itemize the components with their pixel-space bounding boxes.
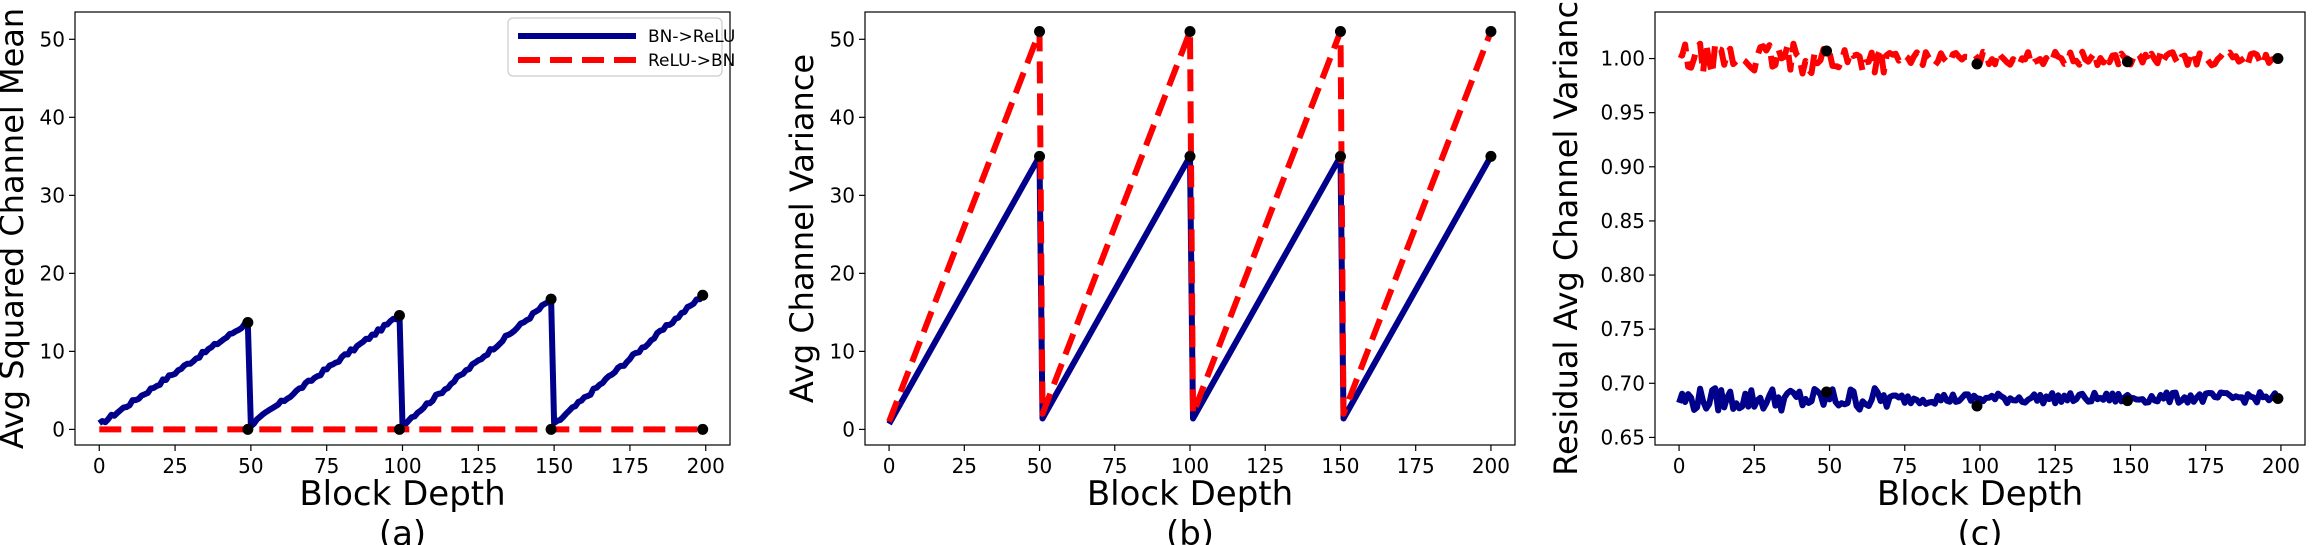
chart-panel: 0 25 50 75 100 125 150 175 200 0 10 20 30 40 50 Block D… bbox=[0, 8, 735, 545]
series-line bbox=[886, 28, 1494, 423]
y-tick-label: 0.95 bbox=[1600, 101, 1645, 125]
data-point bbox=[1184, 150, 1196, 162]
y-tick-label: 50 bbox=[830, 27, 855, 51]
x-tick-label: 75 bbox=[314, 454, 339, 478]
y-tick-label: 0.90 bbox=[1600, 155, 1645, 179]
data-point bbox=[545, 293, 557, 305]
y-tick-label: 40 bbox=[830, 105, 855, 129]
data-point bbox=[1485, 26, 1497, 38]
x-axis-label: Block Depth bbox=[1877, 474, 2083, 514]
y-tick-label: 1.00 bbox=[1600, 47, 1645, 71]
x-tick-label: 50 bbox=[1027, 454, 1052, 478]
data-point bbox=[1821, 45, 1833, 57]
y-tick-label: 30 bbox=[830, 183, 855, 207]
x-tick-label: 0 bbox=[93, 454, 106, 478]
data-point bbox=[1485, 150, 1497, 162]
panel-label: (a) bbox=[379, 514, 426, 545]
y-tick-label: 20 bbox=[40, 261, 65, 285]
legend-label: ReLU->BN bbox=[648, 51, 735, 71]
panel-label: (b) bbox=[1166, 514, 1214, 545]
y-tick-label: 0.75 bbox=[1600, 317, 1645, 341]
x-tick-label: 75 bbox=[1892, 454, 1917, 478]
x-axis-label: Block Depth bbox=[299, 474, 505, 514]
data-point bbox=[545, 423, 557, 435]
series-line bbox=[1676, 385, 2281, 414]
x-tick-label: 75 bbox=[1102, 454, 1127, 478]
legend-label: BN->ReLU bbox=[648, 27, 735, 47]
y-tick-label: 30 bbox=[40, 183, 65, 207]
x-tick-label: 0 bbox=[1673, 454, 1686, 478]
chart-panel: 0 25 50 75 100 125 150 175 200 0 10 20 30 40 50 Block D… bbox=[783, 11, 1516, 545]
y-axis-label: Residual Avg Channel Variance bbox=[1547, 0, 1585, 476]
x-tick-label: 125 bbox=[459, 454, 497, 478]
data-point bbox=[1971, 58, 1983, 70]
data-point bbox=[242, 423, 254, 435]
x-tick-label: 25 bbox=[1742, 454, 1767, 478]
data-point bbox=[1971, 400, 1983, 412]
x-tick-label: 125 bbox=[1246, 454, 1284, 478]
plot-frame bbox=[1654, 11, 2306, 446]
x-tick-label: 175 bbox=[2187, 454, 2225, 478]
chart-panel: 0 25 50 75 100 125 150 175 200 0.65 0.70 0.75 0.80 0.… bbox=[1547, 0, 2306, 545]
x-tick-label: 25 bbox=[952, 454, 977, 478]
x-tick-label: 125 bbox=[2036, 454, 2074, 478]
data-point bbox=[697, 289, 709, 301]
x-tick-label: 25 bbox=[162, 454, 187, 478]
y-tick-label: 40 bbox=[40, 105, 65, 129]
series-line bbox=[886, 153, 1494, 426]
data-point bbox=[242, 317, 254, 329]
y-tick-label: 0 bbox=[842, 417, 855, 441]
data-point bbox=[2272, 392, 2284, 404]
x-tick-label: 50 bbox=[1817, 454, 1842, 478]
y-tick-label: 0.80 bbox=[1600, 263, 1645, 287]
x-tick-label: 175 bbox=[1397, 454, 1435, 478]
y-tick-label: 20 bbox=[830, 261, 855, 285]
data-point bbox=[1334, 26, 1346, 38]
data-point bbox=[1184, 26, 1196, 38]
data-point bbox=[2272, 53, 2284, 65]
y-tick-label: 0.65 bbox=[1600, 425, 1645, 449]
x-tick-label: 200 bbox=[687, 454, 725, 478]
x-tick-label: 100 bbox=[1961, 454, 1999, 478]
y-tick-label: 10 bbox=[40, 339, 65, 363]
x-tick-label: 0 bbox=[883, 454, 896, 478]
x-tick-label: 175 bbox=[611, 454, 649, 478]
y-axis-label: Avg Channel Variance bbox=[783, 54, 821, 403]
x-tick-label: 200 bbox=[2262, 454, 2300, 478]
panel-label: (c) bbox=[1957, 514, 2002, 545]
y-axis-label: Avg Squared Channel Mean bbox=[0, 8, 31, 449]
series-line bbox=[97, 293, 706, 430]
x-tick-label: 150 bbox=[1321, 454, 1359, 478]
x-tick-label: 150 bbox=[535, 454, 573, 478]
y-tick-label: 0.85 bbox=[1600, 209, 1645, 233]
y-tick-label: 50 bbox=[40, 27, 65, 51]
x-tick-label: 100 bbox=[1171, 454, 1209, 478]
x-tick-label: 100 bbox=[383, 454, 421, 478]
data-point bbox=[697, 423, 709, 435]
y-tick-label: 0.70 bbox=[1600, 371, 1645, 395]
data-point bbox=[393, 423, 405, 435]
data-point bbox=[393, 309, 405, 321]
data-point bbox=[1821, 386, 1833, 398]
x-axis-label: Block Depth bbox=[1087, 474, 1293, 514]
x-tick-label: 200 bbox=[1472, 454, 1510, 478]
data-point bbox=[2121, 395, 2133, 407]
y-tick-label: 10 bbox=[830, 339, 855, 363]
x-tick-label: 50 bbox=[238, 454, 263, 478]
y-tick-label: 0 bbox=[52, 417, 65, 441]
data-point bbox=[2121, 56, 2133, 68]
data-point bbox=[1334, 150, 1346, 162]
x-tick-label: 150 bbox=[2111, 454, 2149, 478]
data-point bbox=[1034, 26, 1046, 38]
data-point bbox=[1034, 150, 1046, 162]
